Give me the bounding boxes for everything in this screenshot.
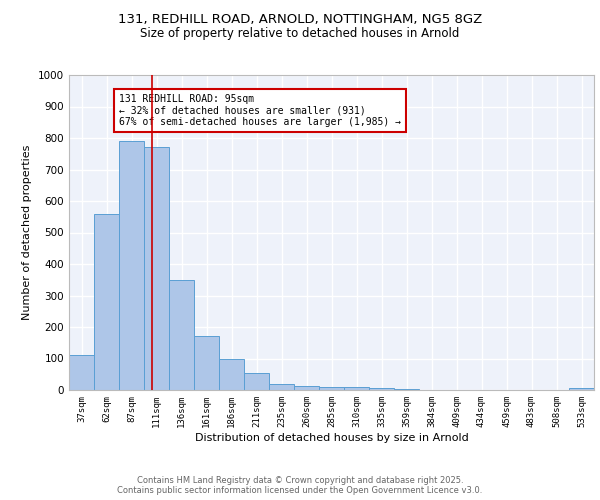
Bar	[94, 214, 119, 390]
Bar	[344, 388, 369, 390]
Bar	[219, 358, 244, 390]
Bar	[119, 141, 144, 390]
Bar	[244, 372, 269, 390]
Bar	[269, 384, 294, 390]
Text: Contains HM Land Registry data © Crown copyright and database right 2025.
Contai: Contains HM Land Registry data © Crown c…	[118, 476, 482, 495]
X-axis label: Distribution of detached houses by size in Arnold: Distribution of detached houses by size …	[194, 432, 469, 442]
Bar	[194, 336, 219, 390]
Text: 131 REDHILL ROAD: 95sqm
← 32% of detached houses are smaller (931)
67% of semi-d: 131 REDHILL ROAD: 95sqm ← 32% of detache…	[119, 94, 401, 127]
Text: Size of property relative to detached houses in Arnold: Size of property relative to detached ho…	[140, 28, 460, 40]
Bar	[144, 148, 169, 390]
Bar	[169, 280, 194, 390]
Bar	[369, 388, 394, 390]
Bar	[569, 388, 594, 390]
Text: 131, REDHILL ROAD, ARNOLD, NOTTINGHAM, NG5 8GZ: 131, REDHILL ROAD, ARNOLD, NOTTINGHAM, N…	[118, 12, 482, 26]
Bar	[394, 389, 419, 390]
Bar	[319, 387, 344, 390]
Bar	[69, 356, 94, 390]
Y-axis label: Number of detached properties: Number of detached properties	[22, 145, 32, 320]
Bar	[294, 386, 319, 390]
